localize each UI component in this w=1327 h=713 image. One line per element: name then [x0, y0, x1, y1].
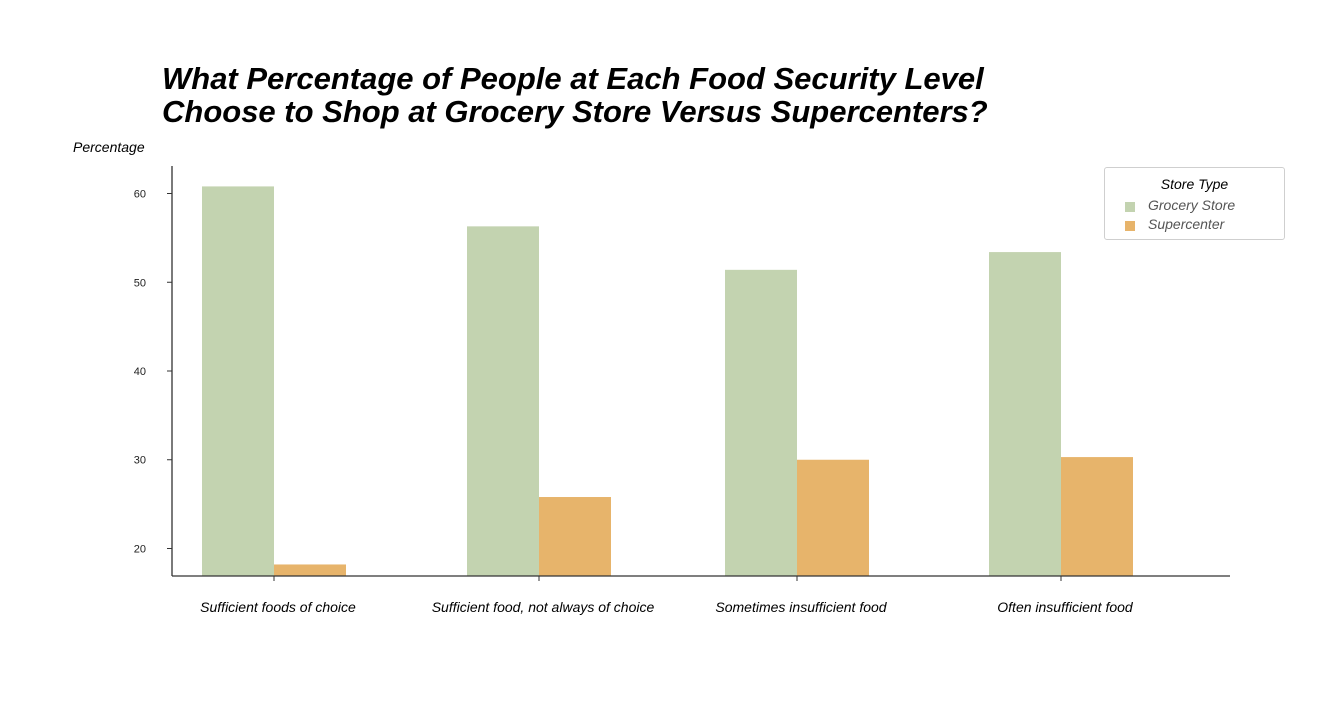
bar-grocery-store-sufficient-foods-of-choice	[202, 186, 274, 576]
y-tick-label-40: 40	[134, 366, 146, 378]
axis-labels: 20 30 40 50 60 Sufficient foods of choice Suff…	[134, 189, 1134, 615]
y-tick-label-20: 20	[134, 543, 146, 555]
legend-title: Store Type	[1160, 176, 1229, 192]
bar-grocery-store-sufficient-food-not-always-of-choice	[467, 226, 539, 576]
legend-swatch-supercenter	[1125, 221, 1135, 231]
chart-title: What Percentage of People at Each Food S…	[162, 62, 988, 128]
legend: Store Type Grocery Store Supercenter	[1104, 167, 1285, 240]
y-tick-label-30: 30	[134, 455, 146, 467]
bar-supercenter-sufficient-food-not-always-of-choice	[539, 497, 611, 576]
axes	[167, 166, 1230, 581]
y-tick-label-60: 60	[134, 189, 146, 201]
bar-supercenter-sometimes-insufficient-food	[797, 459, 869, 576]
legend-swatch-grocery-store	[1125, 202, 1135, 212]
x-tick-label-sufficient-food-not-always-of-choice: Sufficient food, not always of choice	[432, 599, 655, 615]
legend-label-grocery-store: Grocery Store	[1148, 197, 1236, 213]
legend-label-supercenter: Supercenter	[1148, 216, 1225, 232]
x-tick-label-often-insufficient-food: Often insufficient food	[997, 599, 1134, 615]
bar-supercenter-sufficient-foods-of-choice	[274, 564, 346, 576]
x-tick-label-sometimes-insufficient-food: Sometimes insufficient food	[715, 599, 887, 615]
x-tick-label-sufficient-foods-of-choice: Sufficient foods of choice	[200, 599, 356, 615]
bar-grocery-store-sometimes-insufficient-food	[725, 269, 797, 576]
chart-title-line-1: What Percentage of People at Each Food S…	[162, 61, 984, 96]
chart-title-line-2: Choose to Shop at Grocery Store Versus S…	[162, 94, 988, 129]
bar-supercenter-often-insufficient-food	[1061, 457, 1133, 576]
bar-grocery-store-often-insufficient-food	[989, 252, 1061, 576]
y-tick-label-50: 50	[134, 277, 146, 289]
bars	[202, 186, 1133, 576]
y-axis-label: Percentage	[73, 139, 145, 155]
